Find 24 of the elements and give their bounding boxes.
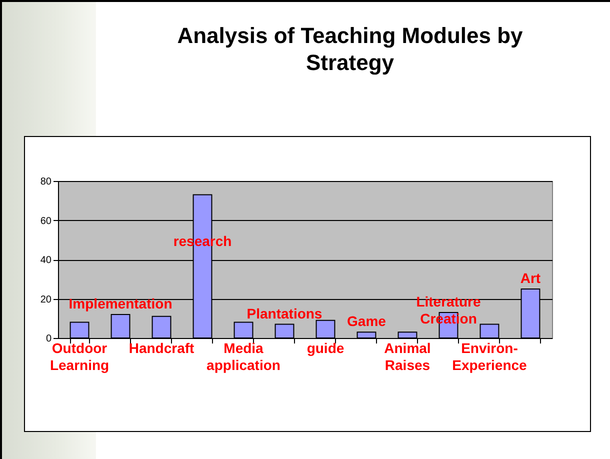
x-tick-label: Outdoor Learning bbox=[50, 340, 110, 373]
bar bbox=[234, 322, 254, 338]
x-tick-label: Game bbox=[347, 313, 386, 330]
y-tick-label: 80 bbox=[40, 176, 52, 188]
bar bbox=[480, 324, 500, 338]
y-tick-label: 40 bbox=[40, 255, 52, 266]
x-tick-label: Art bbox=[520, 270, 541, 286]
x-tick-label: Handcraft bbox=[128, 340, 195, 356]
bar bbox=[152, 316, 172, 338]
x-tick-label: Plantations bbox=[246, 305, 322, 322]
y-tick-label: 0 bbox=[46, 334, 52, 344]
x-tick-label: Animal Raises bbox=[384, 340, 431, 373]
bar bbox=[110, 314, 130, 338]
bar bbox=[356, 332, 376, 338]
bar bbox=[274, 324, 294, 338]
y-tick-label: 60 bbox=[40, 216, 52, 227]
x-tick-label: Implementation bbox=[68, 295, 172, 312]
x-tick-label: Media application bbox=[206, 340, 280, 373]
x-tick-label: Environ-Experience bbox=[452, 340, 528, 373]
bar bbox=[316, 320, 336, 338]
bar bbox=[398, 332, 418, 338]
chart-title: Analysis of Teaching Modules by Strategy bbox=[176, 22, 524, 76]
x-tick-label: guide bbox=[306, 340, 344, 356]
y-tick-label: 20 bbox=[40, 294, 52, 306]
